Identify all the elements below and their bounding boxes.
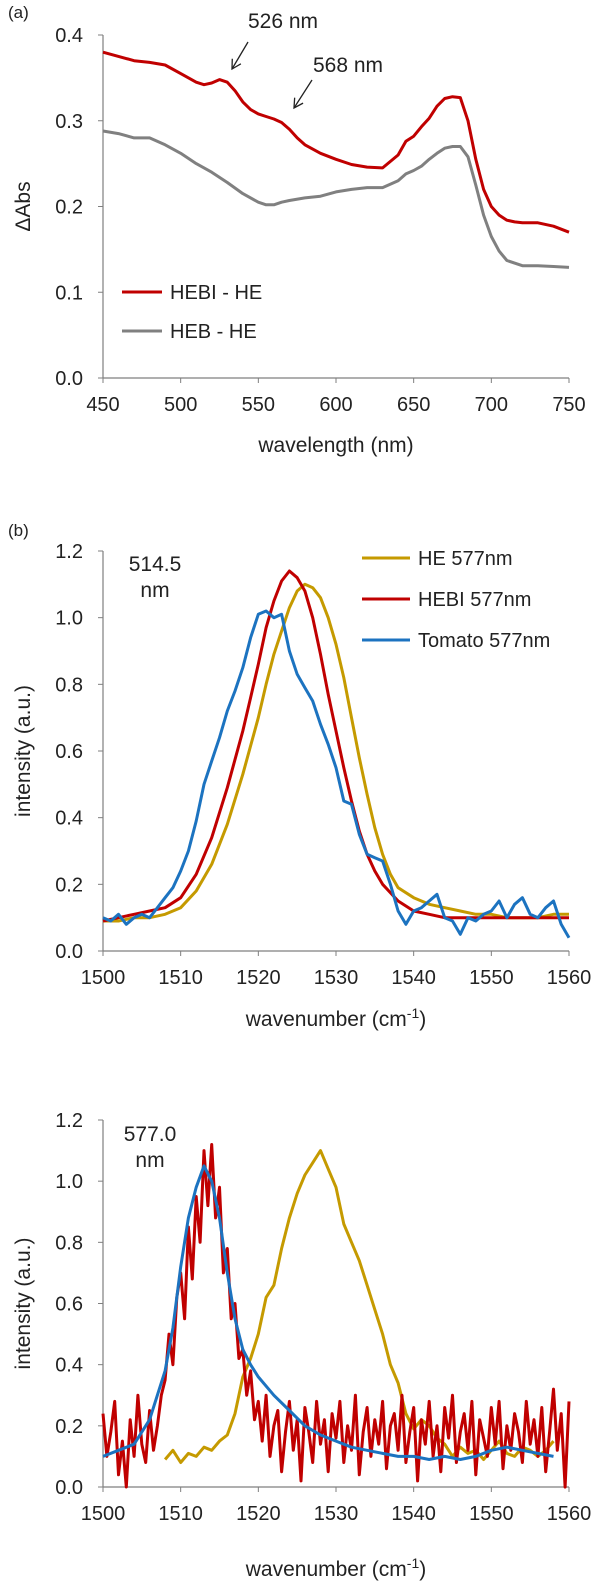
panel-label-b: (b) (8, 521, 29, 540)
y-tick-label: 0.2 (55, 197, 83, 219)
y-tick-label: 0.6 (55, 741, 83, 763)
x-tick-label: 1550 (469, 1503, 514, 1525)
y-tick-label: 1.2 (55, 1110, 83, 1132)
x-tick-label: 1530 (314, 967, 359, 989)
panel-label-a: (a) (8, 3, 29, 22)
legend-label-hebi-577nm: HEBI 577nm (418, 589, 531, 611)
y-tick-label: 0.8 (55, 674, 83, 696)
y-axis-title: intensity (a.u.) (12, 685, 35, 817)
x-tick-label: 1540 (391, 967, 436, 989)
annotation-arrow-line (231, 41, 249, 70)
y-tick-label: 0.4 (55, 25, 83, 47)
chart-raman-577-0nm: 0.0 0.2 0.4 0.6 0.8 1.0 1.2 1500 1510 1520 1530 154… (12, 1110, 591, 1581)
series-line-1 (101, 1143, 571, 1489)
y-axis-title: ΔAbs (12, 181, 35, 231)
x-axis-title-main: wavenumber (cm (245, 1558, 407, 1581)
series-line-0 (163, 1149, 555, 1464)
x-tick-label: 550 (242, 394, 275, 416)
x-tick-label: 600 (319, 394, 352, 416)
x-axis-title-close: ) (419, 1558, 426, 1581)
excitation-label-line: 577.0 (124, 1123, 177, 1146)
excitation-label-line: nm (135, 1149, 164, 1172)
chart-absorbance-difference: 0.0 0.1 0.2 0.3 0.4 450 500 550 600 650 700 750 ΔAbs… (12, 10, 586, 457)
x-tick-label: 1560 (547, 1503, 592, 1525)
y-tick-label: 0.2 (55, 1416, 83, 1438)
annotation-arrow-head (293, 97, 304, 110)
x-tick-label: 1510 (158, 1503, 203, 1525)
series-line-heb-he (102, 129, 570, 269)
x-tick-label: 750 (552, 394, 585, 416)
excitation-label-line: 514.5 (129, 553, 182, 576)
x-axis-title-main: wavenumber (cm (245, 1008, 407, 1031)
y-tick-label: 0.1 (55, 282, 83, 304)
y-tick-label: 1.2 (55, 541, 83, 563)
legend-label-tomato-577nm: Tomato 577nm (418, 630, 550, 652)
x-axis-title-superscript: -1 (407, 1555, 420, 1571)
x-tick-label: 650 (397, 394, 430, 416)
y-tick-label: 1.0 (55, 1171, 83, 1193)
annotation-label: 568 nm (313, 54, 383, 77)
chart-raman-514-5nm: 0.0 0.2 0.4 0.6 0.8 1.0 1.2 1500 1510 1520 1530 154… (12, 541, 591, 1031)
x-axis-title: wavenumber (cm-1) (245, 1555, 427, 1581)
y-tick-label: 1.0 (55, 608, 83, 630)
annotation-arrow-line (293, 79, 313, 109)
x-tick-label: 1550 (469, 967, 514, 989)
legend-label-heb-he: HEB - HE (170, 321, 257, 343)
x-tick-label: 450 (86, 394, 119, 416)
series-line-hebi-577nm (102, 569, 569, 923)
x-tick-label: 1520 (236, 967, 281, 989)
y-tick-label: 0.0 (55, 368, 83, 390)
x-tick-label: 1520 (236, 1503, 281, 1525)
y-tick-label: 0.4 (55, 808, 83, 830)
x-axis-title: wavelength (nm) (257, 434, 413, 457)
x-tick-label: 1510 (158, 967, 203, 989)
excitation-label-line: nm (140, 579, 169, 602)
x-axis-title-close: ) (419, 1008, 426, 1031)
y-tick-label: 0.0 (55, 941, 83, 963)
series-line-tomato-577nm (102, 609, 571, 939)
series-line-he-577nm (103, 582, 569, 923)
x-axis-title: wavenumber (cm-1) (245, 1005, 427, 1031)
x-tick-label: 1530 (314, 1503, 359, 1525)
excitation-label: 577.0 nm (124, 1123, 177, 1172)
y-tick-label: 0.6 (55, 1294, 83, 1316)
legend-label-hebi-he: HEBI - HE (170, 282, 262, 304)
excitation-label: 514.5 nm (129, 553, 182, 602)
y-tick-label: 0.2 (55, 874, 83, 896)
annotation-label: 526 nm (248, 10, 318, 33)
y-tick-label: 0.3 (55, 111, 83, 133)
y-tick-label: 0.4 (55, 1355, 83, 1377)
series-line-2 (102, 1164, 554, 1461)
x-tick-label: 1540 (391, 1503, 436, 1525)
y-tick-label: 0.8 (55, 1232, 83, 1254)
annotation-arrow-head (231, 58, 242, 71)
x-tick-label: 1500 (81, 1503, 126, 1525)
y-tick-label: 0.0 (55, 1477, 83, 1499)
x-tick-label: 500 (164, 394, 197, 416)
x-tick-label: 1560 (547, 967, 592, 989)
x-axis-title-superscript: -1 (407, 1005, 420, 1021)
series-line-hebi-he (102, 50, 570, 234)
x-tick-label: 1500 (81, 967, 126, 989)
legend-label-he-577nm: HE 577nm (418, 548, 513, 570)
y-axis-title: intensity (a.u.) (12, 1238, 35, 1370)
x-tick-label: 700 (475, 394, 508, 416)
